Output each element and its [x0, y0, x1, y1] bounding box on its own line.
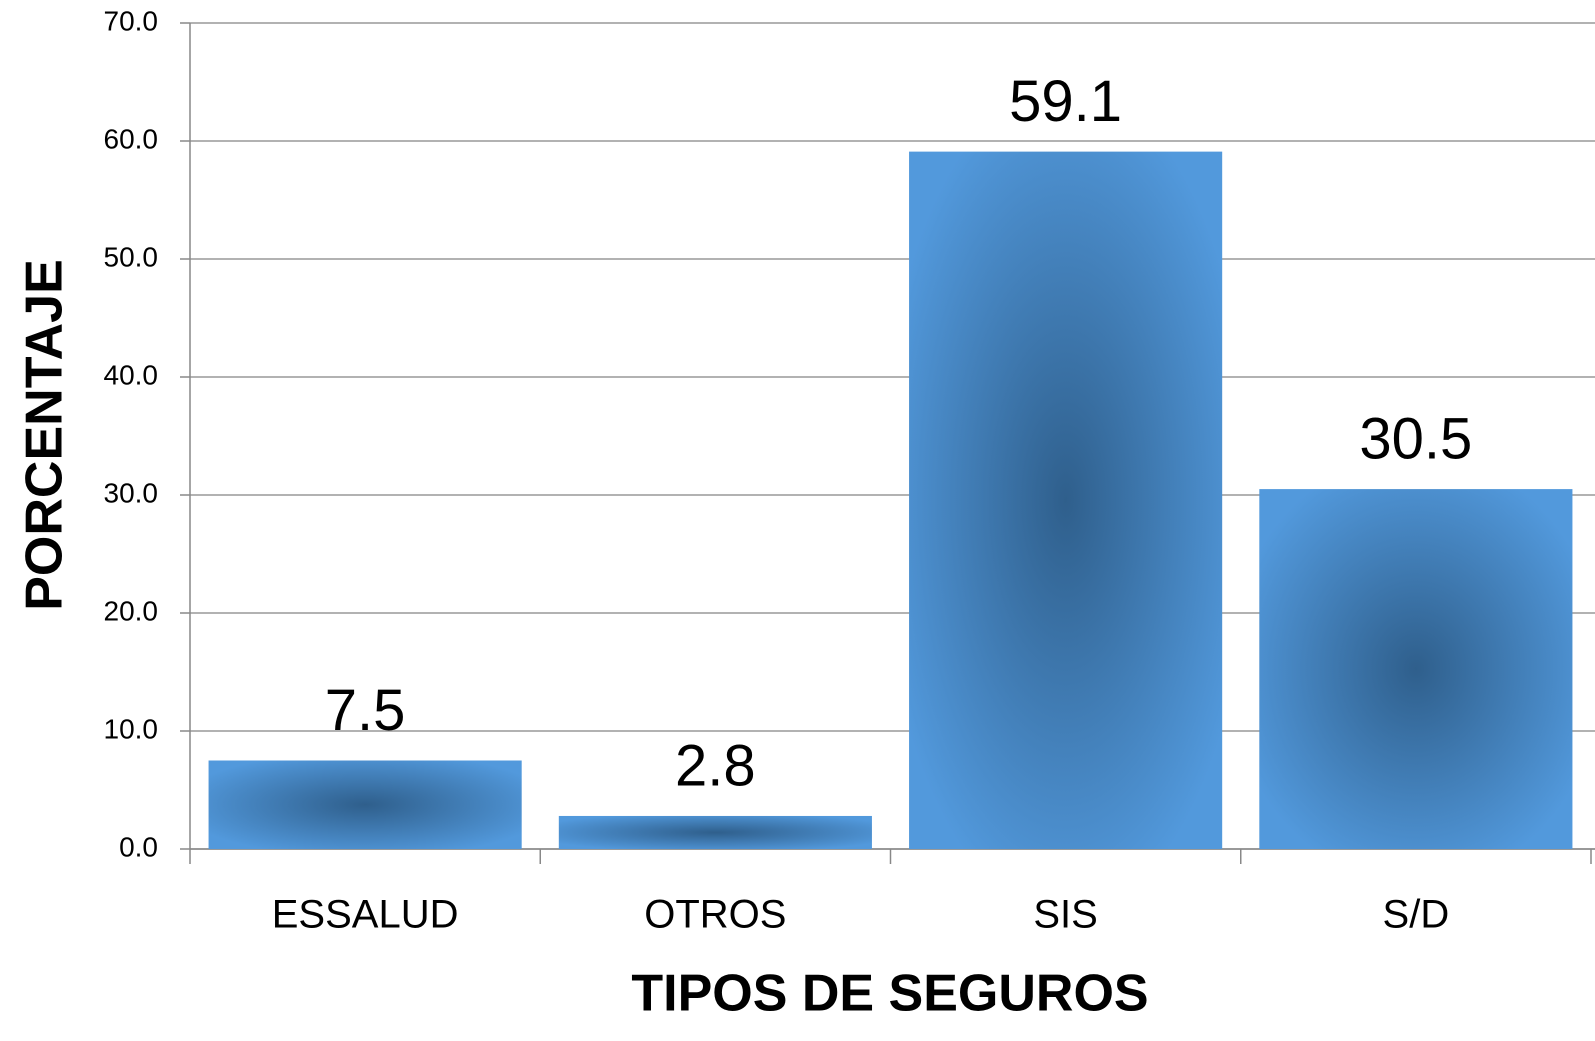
y-axis-title: PORCENTAJE — [16, 259, 74, 611]
bar — [909, 151, 1223, 849]
bar — [208, 760, 522, 849]
y-tick-label: 20.0 — [104, 595, 159, 626]
y-tick-label: 10.0 — [104, 713, 159, 744]
bar — [558, 815, 872, 849]
bar — [1259, 489, 1573, 849]
x-tick-label: ESSALUD — [272, 893, 459, 937]
x-tick-label: SIS — [1033, 893, 1097, 937]
y-tick-label: 40.0 — [104, 359, 159, 390]
data-label: 2.8 — [675, 733, 756, 798]
data-label: 30.5 — [1359, 406, 1472, 471]
y-tick-label: 0.0 — [119, 831, 158, 862]
y-tick-label: 60.0 — [104, 123, 159, 154]
x-tick-label: S/D — [1383, 893, 1450, 937]
y-tick-label: 30.0 — [104, 477, 159, 508]
x-axis-title: TIPOS DE SEGUROS — [631, 965, 1148, 1023]
data-label: 7.5 — [325, 678, 406, 743]
data-label: 59.1 — [1009, 69, 1122, 134]
x-tick-label: OTROS — [644, 893, 786, 937]
y-tick-label: 70.0 — [104, 5, 159, 36]
y-tick-label: 50.0 — [104, 241, 159, 272]
